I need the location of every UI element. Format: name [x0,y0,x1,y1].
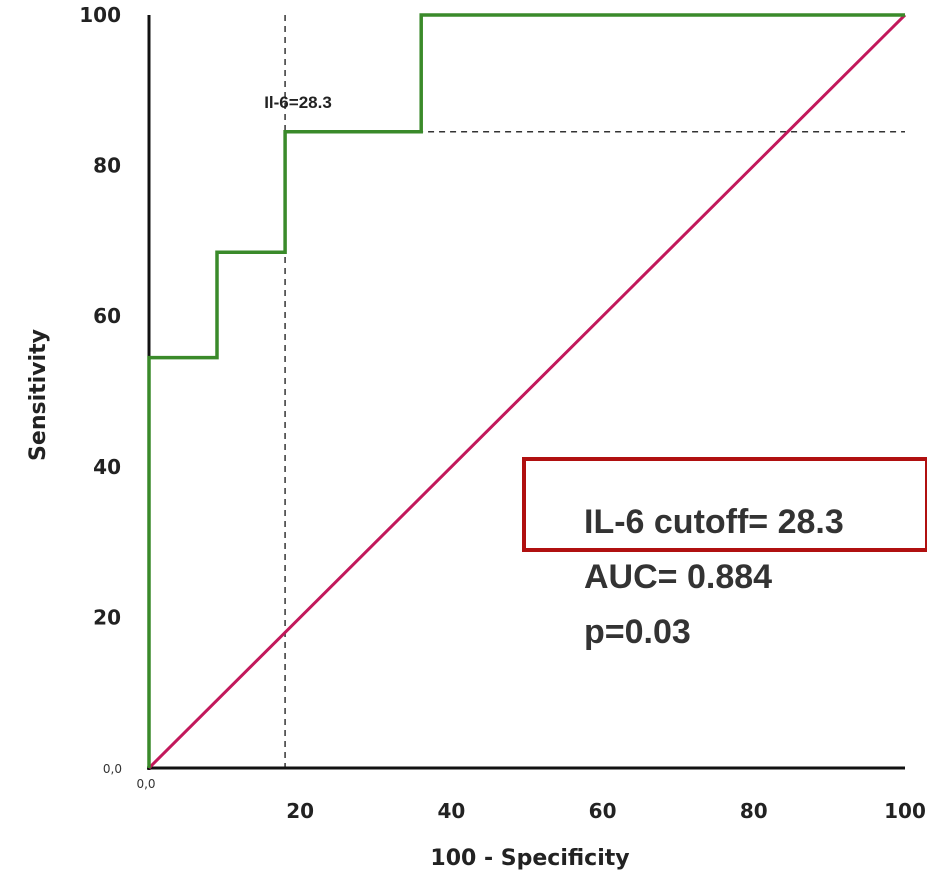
tick-labels: 0,0 20 40 60 80 100 0,0 20 40 60 80 100 [79,3,926,823]
stats-cutoff: IL-6 cutoff= 28.3 [584,503,844,541]
roc-curve [147,13,905,768]
stats-p-value: p=0.03 [584,613,691,651]
x-tick-label: 20 [286,799,314,823]
diagonal-reference [147,13,907,770]
x-tick-label: 0,0 [136,777,155,791]
x-tick-label: 100 [884,799,926,823]
x-tick-label: 60 [589,799,617,823]
x-tick-label: 80 [740,799,768,823]
y-tick-label: 80 [93,154,121,178]
stats-auc: AUC= 0.884 [584,558,772,596]
y-tick-label: 60 [93,304,121,328]
y-tick-label: 20 [93,605,121,629]
cutoff-annotation: Il-6=28.3 [264,93,332,112]
cutoff-highlight-box [522,457,927,552]
series-group [147,13,907,770]
y-axis-label: Sensitivity [26,329,51,461]
x-axis-label: 100 - Specificity [430,846,629,871]
y-tick-label: 0,0 [103,762,122,776]
y-tick-label: 40 [93,455,121,479]
reference-lines [284,15,905,768]
x-tick-label: 40 [437,799,465,823]
y-tick-label: 100 [79,3,121,27]
